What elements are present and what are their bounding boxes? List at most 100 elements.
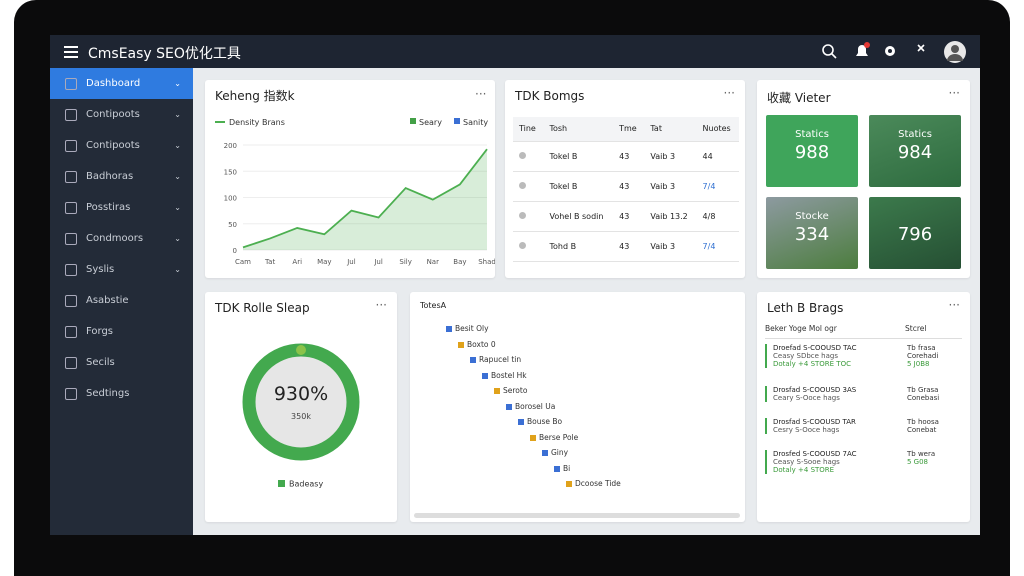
menu-icon[interactable] bbox=[64, 46, 80, 58]
app-title: CmsEasy SEO优化工具 bbox=[88, 46, 241, 62]
node-icon bbox=[470, 357, 476, 363]
sidebar-item[interactable]: Syslis ⌄ bbox=[50, 254, 193, 285]
more[interactable]: ··· bbox=[475, 87, 486, 101]
tree-node[interactable]: Bouse Bo bbox=[518, 417, 562, 426]
sidebar-label: Sedtings bbox=[86, 388, 130, 399]
stat-tile[interactable]: Statics 984 bbox=[869, 115, 961, 187]
more[interactable]: ··· bbox=[375, 298, 387, 312]
cell: 43 bbox=[613, 171, 645, 202]
cell: 43 bbox=[613, 231, 645, 262]
tile-label: Stocke bbox=[795, 211, 829, 222]
chevron: ⌄ bbox=[174, 141, 181, 150]
legend-swatch bbox=[454, 118, 460, 124]
tree-node[interactable]: Bi bbox=[554, 464, 570, 473]
tree-node[interactable]: Giny bbox=[542, 448, 568, 457]
header-cell: Tat bbox=[644, 117, 697, 142]
col-header: Stcrel bbox=[905, 324, 927, 333]
tree-node[interactable]: Dcoose Tide bbox=[566, 479, 621, 488]
row: Vohel B sodin 43 Vaib 13.2 4/8 bbox=[513, 201, 739, 232]
tree-node[interactable]: Berse Pole bbox=[530, 433, 578, 442]
donut: 930% 350k Badeasy bbox=[242, 343, 360, 489]
sidebar-icon bbox=[65, 326, 77, 338]
sidebar-item[interactable]: Badhoras ⌄ bbox=[50, 161, 193, 192]
log-item[interactable]: Drosfad S-COOUSD 3AS Ceary S-Ooce hags Tb … bbox=[765, 386, 963, 402]
cell: 43 bbox=[613, 141, 645, 172]
y-tick-label: 100 bbox=[224, 195, 237, 203]
node-icon bbox=[458, 341, 464, 348]
tree-panel: TotesA Besit Oly Boxto 0 Rapucel tin Bostel… bbox=[410, 292, 745, 522]
stat-tile[interactable]: Statics 988 bbox=[766, 115, 858, 187]
line-chart: Keheng 指数k ··· 0 50 100 150 200 Cam Tat Ari May Jul… bbox=[215, 87, 495, 266]
header-cell: Tine bbox=[513, 117, 544, 142]
tile-value: 988 bbox=[794, 142, 830, 163]
sidebar-label: Condmoors bbox=[86, 233, 144, 244]
header-cell: Tme bbox=[613, 117, 645, 142]
log-line: Dotaly +4 STORE bbox=[773, 466, 835, 474]
node-icon bbox=[506, 403, 512, 410]
tree-node[interactable]: Rapucel tin bbox=[470, 355, 521, 364]
top-bar: CmsEasy SEO优化工具 bbox=[50, 35, 980, 68]
sidebar-icon bbox=[65, 264, 77, 276]
node-icon bbox=[446, 326, 452, 332]
log-side-line: 5 G08 bbox=[907, 458, 929, 466]
line bbox=[242, 148, 488, 249]
radio[interactable] bbox=[519, 241, 526, 249]
sidebar-item[interactable]: Secils bbox=[50, 347, 193, 378]
chevron: ⌄ bbox=[174, 203, 181, 212]
node-label: Seroto bbox=[503, 386, 528, 395]
node-icon bbox=[542, 450, 548, 456]
log-side: Tb Grasa Conebasi bbox=[907, 386, 939, 402]
tree-node[interactable]: Bostel Hk bbox=[482, 371, 527, 380]
log-line: Ceasy S-Sooe hags bbox=[773, 458, 840, 466]
col-header: Beker Yoge Mol ogr bbox=[765, 324, 837, 333]
tree-node[interactable]: Besit Oly bbox=[446, 324, 489, 333]
donut-sub: 350k bbox=[291, 412, 311, 421]
sidebar-item[interactable]: Posstiras ⌄ bbox=[50, 192, 193, 223]
radio-cell bbox=[513, 141, 544, 172]
log-item[interactable]: Drosfed S-COOUSD 7AC Ceasy S-Sooe hags Dot… bbox=[765, 450, 963, 474]
scrollbar[interactable] bbox=[414, 513, 740, 518]
log-line: Dotaly +4 STORE TOC bbox=[773, 360, 851, 368]
sidebar-item[interactable]: Dashboard ⌄ bbox=[50, 68, 193, 99]
screen: CmsEasy SEO优化工具 Dashboard ⌄ Contipoots ⌄ Con… bbox=[50, 35, 980, 535]
tree-node[interactable]: Seroto bbox=[494, 386, 527, 395]
more[interactable]: ··· bbox=[723, 86, 735, 100]
stat-tile[interactable]: 796 bbox=[869, 197, 961, 269]
sidebar-icon bbox=[65, 233, 77, 245]
sidebar-item[interactable]: Sedtings bbox=[50, 378, 193, 409]
tree-node[interactable]: Borosel Ua bbox=[506, 402, 555, 411]
sidebar-label: Secils bbox=[86, 357, 115, 368]
sidebar-label: Posstiras bbox=[86, 202, 131, 213]
log-item[interactable]: Drosfad S-COOUSD TAR Cesry S-Ooce hags Tb … bbox=[765, 418, 963, 434]
radio[interactable] bbox=[519, 181, 526, 189]
radio[interactable] bbox=[519, 211, 526, 219]
sidebar-label: Forgs bbox=[86, 326, 114, 337]
more[interactable]: ··· bbox=[948, 298, 960, 312]
x-tick-label: Tat bbox=[264, 258, 275, 266]
log-title: Drosfed S-COOUSD 7AC bbox=[773, 450, 857, 458]
sidebar-item[interactable]: Forgs bbox=[50, 316, 193, 347]
row: Tokel B 43 Vaib 3 7/4 bbox=[513, 171, 739, 202]
log-item[interactable]: Droefad S-COOUSD TAC Ceasy SDbce hags Dota… bbox=[765, 344, 963, 368]
area bbox=[243, 149, 487, 250]
sidebar-label: Badhoras bbox=[86, 171, 134, 182]
sidebar-item[interactable]: Contipoots ⌄ bbox=[50, 130, 193, 161]
sidebar-item[interactable]: Condmoors ⌄ bbox=[50, 223, 193, 254]
node-label: Rapucel tin bbox=[479, 355, 522, 364]
sidebar-label: Contipoots bbox=[86, 140, 140, 151]
sidebar-label: Dashboard bbox=[86, 78, 141, 89]
radio[interactable] bbox=[519, 151, 526, 159]
sidebar-item[interactable]: Asabstie bbox=[50, 285, 193, 316]
sidebar-icon bbox=[65, 295, 77, 307]
header-cell: Nuotes bbox=[696, 117, 739, 142]
node-label: Besit Oly bbox=[455, 324, 489, 333]
toolbar-icons[interactable] bbox=[810, 35, 980, 68]
log-side-line: Tb hoosa bbox=[907, 418, 939, 426]
sidebar-item[interactable]: Contipoots ⌄ bbox=[50, 99, 193, 130]
tree-node[interactable]: Boxto 0 bbox=[458, 340, 496, 349]
legend-label: Seary bbox=[419, 118, 442, 127]
row: Tohd B 43 Vaib 3 7/4 bbox=[513, 231, 739, 262]
stat-tile[interactable]: Stocke 334 bbox=[766, 197, 858, 269]
more[interactable]: ··· bbox=[948, 86, 960, 100]
sidebar-icon bbox=[65, 171, 77, 183]
